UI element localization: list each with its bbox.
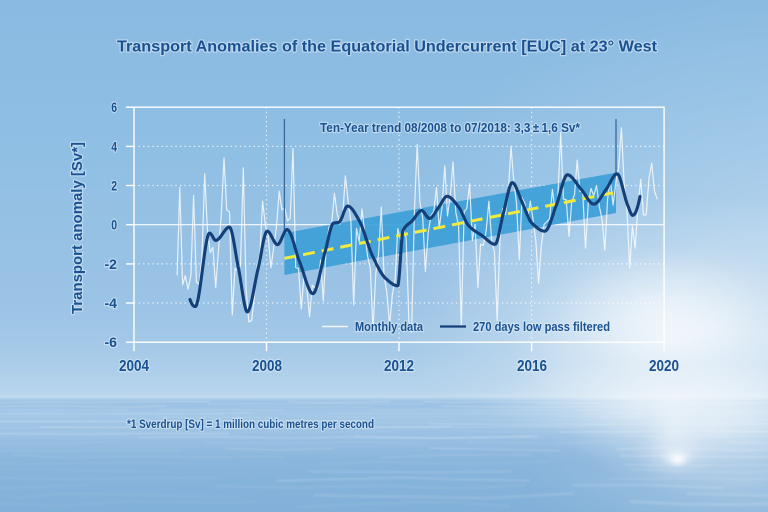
- svg-text:-2: -2: [105, 256, 118, 272]
- svg-text:Monthly data: Monthly data: [355, 319, 424, 334]
- svg-text:Transport Anomalies of the Equ: Transport Anomalies of the Equatorial Un…: [117, 39, 658, 56]
- svg-text:6: 6: [111, 99, 117, 115]
- svg-text:2016: 2016: [517, 358, 547, 375]
- svg-text:Ten-Year trend 08/2008 to 07/2: Ten-Year trend 08/2008 to 07/2018: 3,3 ±…: [320, 120, 581, 135]
- svg-text:2020: 2020: [649, 358, 679, 375]
- svg-text:2004: 2004: [119, 358, 149, 375]
- svg-text:2: 2: [111, 178, 117, 194]
- svg-text:2008: 2008: [252, 358, 282, 375]
- svg-text:Transport anomaly [Sv*]: Transport anomaly [Sv*]: [69, 142, 86, 314]
- svg-text:4: 4: [111, 138, 117, 154]
- svg-text:*1 Sverdrup [Sv] = 1 million c: *1 Sverdrup [Sv] = 1 million cubic metre…: [127, 417, 374, 431]
- svg-text:0: 0: [111, 217, 117, 233]
- svg-text:270 days low pass filtered: 270 days low pass filtered: [473, 319, 610, 334]
- svg-text:2012: 2012: [384, 358, 414, 375]
- svg-text:-6: -6: [105, 334, 118, 350]
- svg-text:-4: -4: [105, 295, 118, 311]
